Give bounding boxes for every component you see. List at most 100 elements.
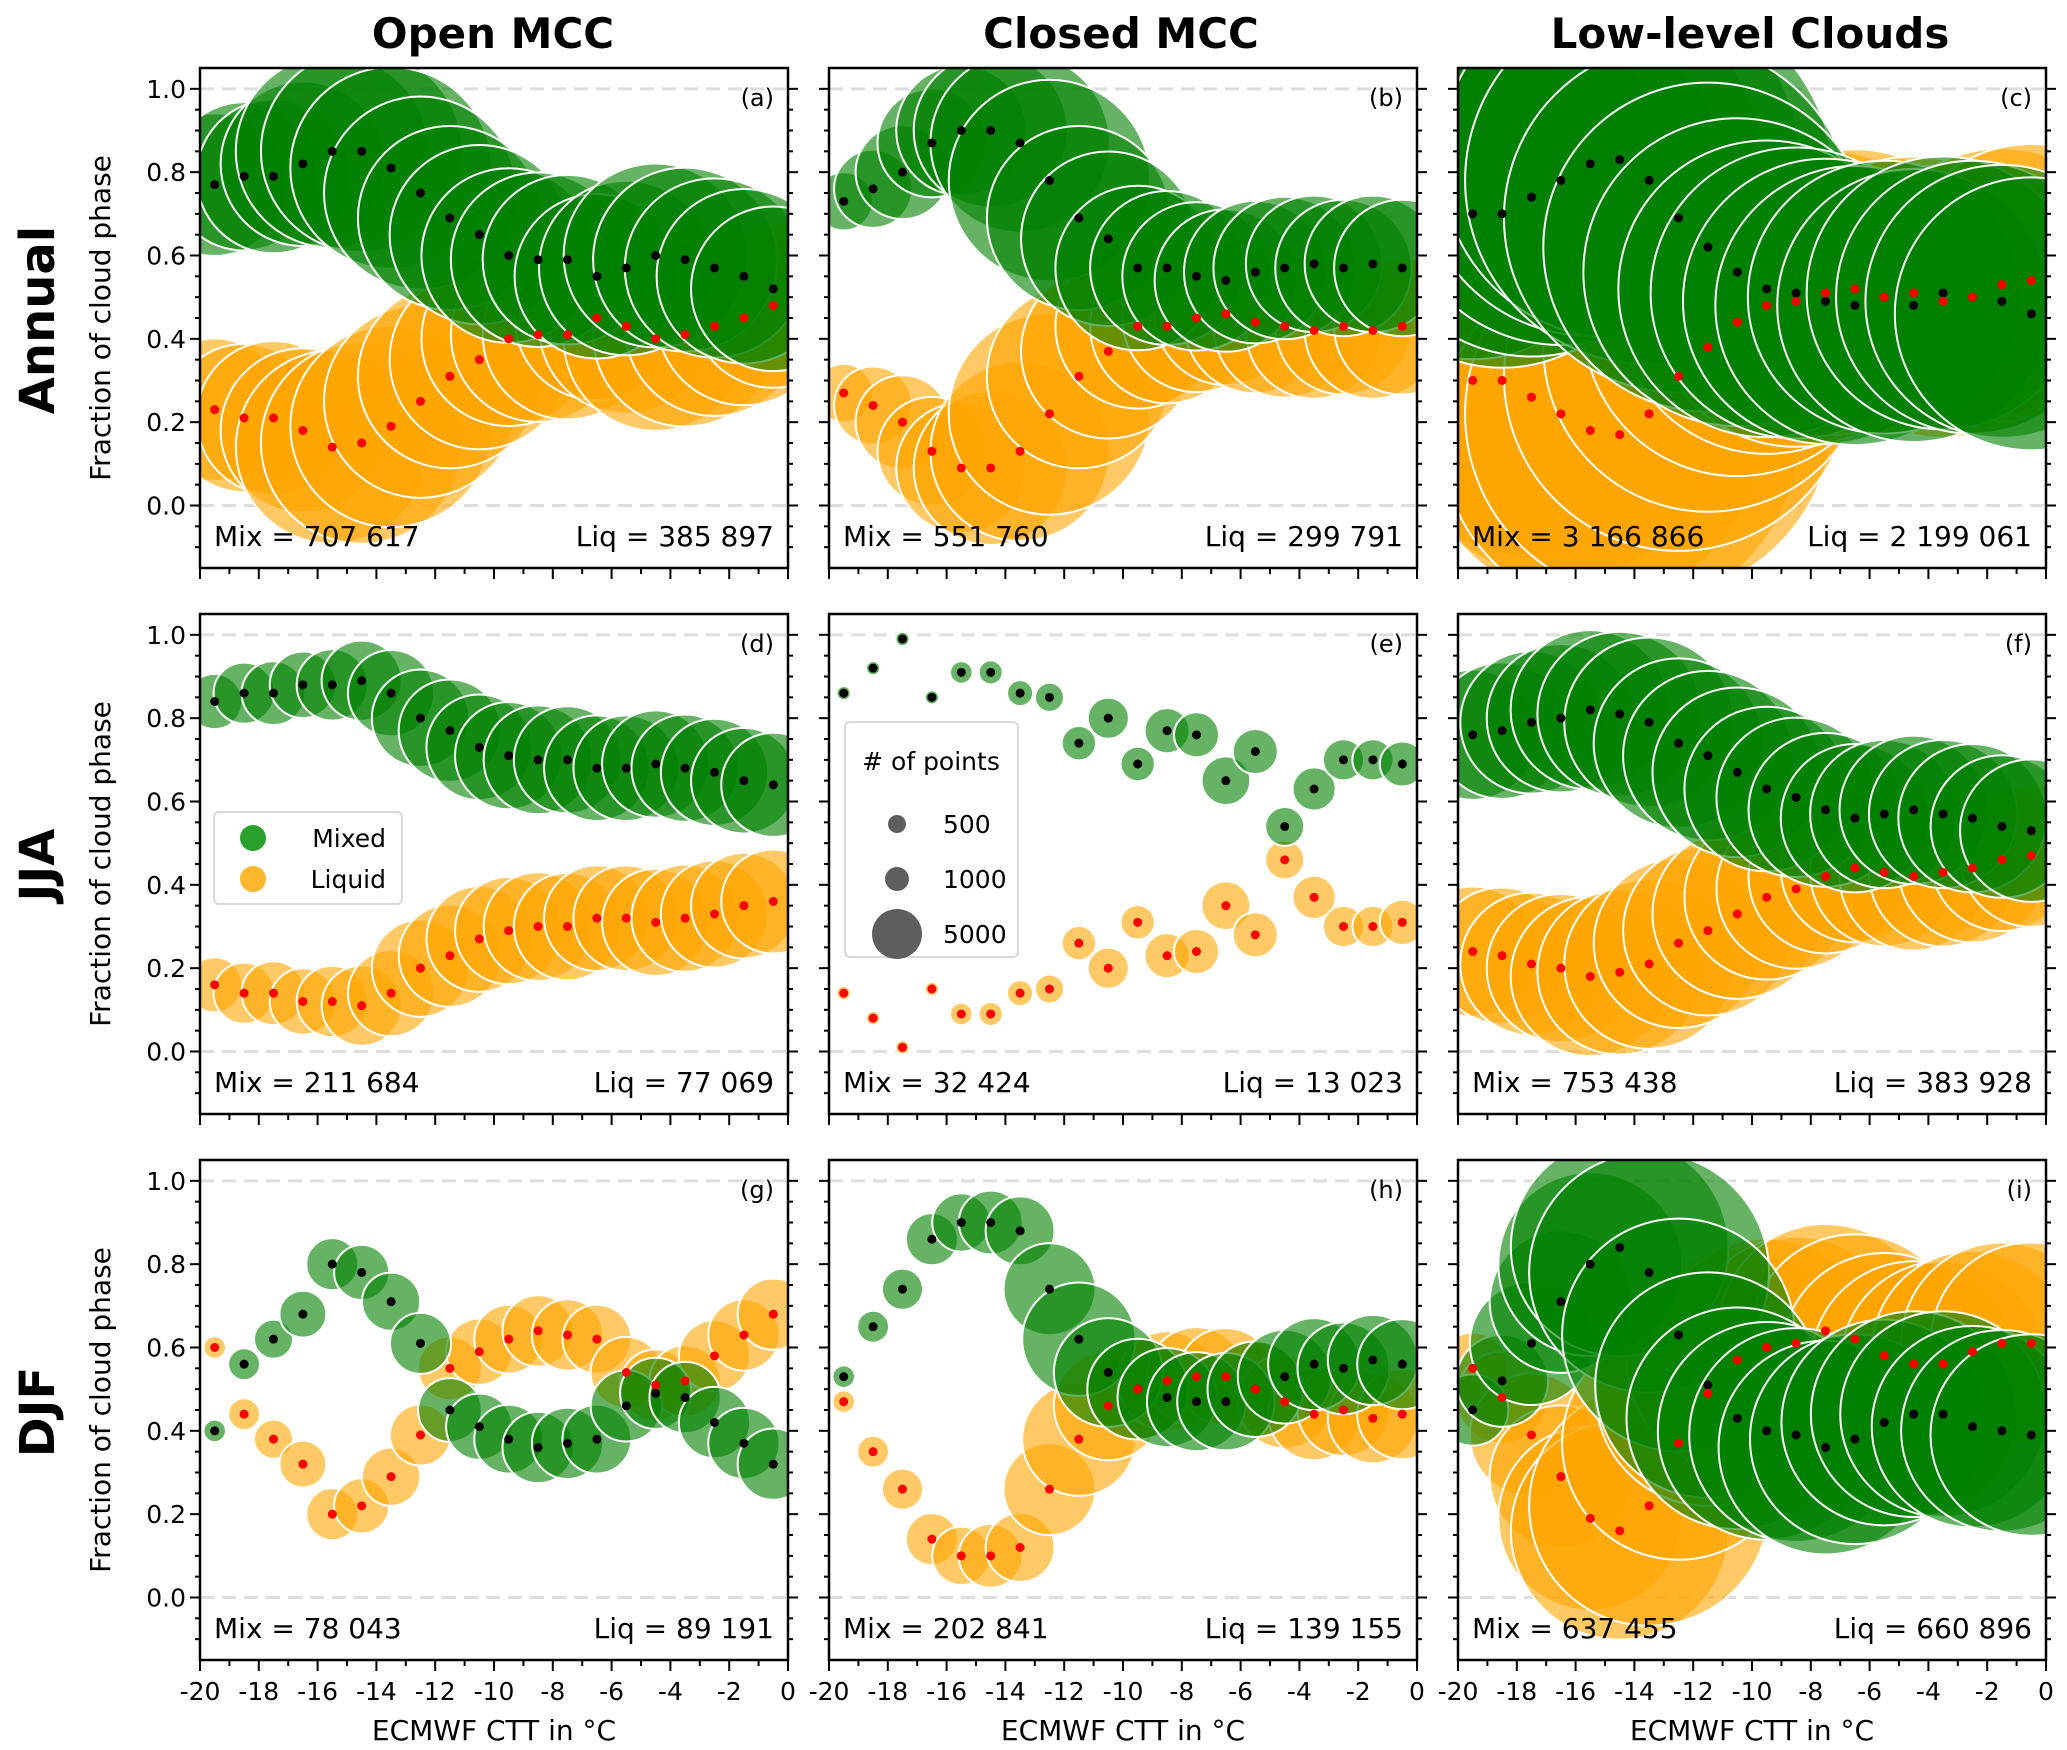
liquid-point (592, 913, 602, 923)
mixed-point (298, 680, 308, 690)
liquid-point (839, 388, 849, 398)
mixed-point (1397, 759, 1407, 769)
liquid-point (239, 988, 249, 998)
mixed-point (1968, 1422, 1977, 1432)
mixed-bubble (1356, 1318, 1417, 1411)
liquid-point (357, 1001, 367, 1011)
liquid-point (1074, 1434, 1084, 1444)
mixed-point (1732, 1413, 1742, 1423)
panel-label: (g) (740, 1176, 774, 1204)
mixed-point (1556, 176, 1566, 185)
legend-label-1000: 1000 (943, 865, 1007, 894)
liquid-point (592, 313, 602, 323)
mixed-point (898, 1284, 907, 1294)
mixed-point (1221, 276, 1231, 285)
liquid-point (621, 321, 631, 331)
x-tick-label: -12 (1044, 1677, 1085, 1706)
bubbles (1458, 68, 2046, 568)
liquid-point (956, 463, 966, 473)
mixed-point (1339, 1363, 1348, 1373)
y-tick-label: 0.8 (146, 1250, 186, 1279)
liquid-count-label: Liq = 299 791 (1205, 520, 1403, 553)
mixed-count-label: Mix = 753 438 (1472, 1066, 1678, 1099)
liquid-point (1527, 392, 1536, 402)
liquid-point (445, 371, 455, 381)
x-tick-label: -2 (717, 1677, 742, 1706)
mixed-point (739, 1438, 749, 1448)
liquid-point (1221, 901, 1231, 911)
liquid-point (386, 1472, 396, 1482)
mixed-point (1791, 1430, 1801, 1440)
liquid-point (1162, 951, 1172, 961)
mixed-point (592, 763, 602, 773)
mixed-point (210, 697, 220, 706)
y-tick-label: 0.0 (146, 1584, 186, 1613)
x-tick-label: -20 (180, 1677, 221, 1706)
mixed-point (868, 184, 878, 194)
mixed-point (386, 1297, 396, 1307)
mixed-point (210, 1426, 220, 1436)
panel-label: (d) (740, 630, 774, 658)
liquid-point (621, 1368, 631, 1377)
liquid-point (1133, 321, 1143, 331)
mixed-point (1074, 738, 1084, 748)
liquid-point (386, 421, 396, 431)
mixed-point (1997, 1426, 2007, 1436)
liquid-point (504, 1334, 514, 1344)
panel-label: (a) (741, 84, 774, 112)
mixed-point (239, 688, 249, 698)
panel-f: (f) Mix = 753 438 Liq = 383 928 (1448, 612, 2056, 1125)
liquid-point (1468, 1363, 1478, 1373)
liquid-point (1309, 326, 1319, 335)
liquid-point (1644, 1501, 1654, 1511)
mixed-point (504, 1434, 514, 1444)
legend-size: # of points 500 1000 5000 (844, 721, 1019, 959)
liquid-point (298, 997, 308, 1006)
liquid-point (986, 463, 996, 473)
bubbles (1458, 1160, 2046, 1641)
liquid-point (1397, 1409, 1407, 1419)
liquid-point (739, 901, 749, 911)
liquid-point (327, 997, 337, 1006)
x-axis-label: ECMWF CTT in °C (1001, 1714, 1245, 1747)
mixed-point (1497, 209, 1507, 219)
liquid-point (898, 1484, 907, 1494)
liquid-point (1045, 1484, 1054, 1494)
liquid-point (1997, 1338, 2007, 1348)
mixed-point (1015, 1226, 1025, 1236)
bubbles (1458, 629, 2046, 1058)
panel-a: 0.0 0.2 0.4 0.6 0.8 1.0 Fraction of cloud phas… (84, 66, 798, 579)
liquid-point (416, 1430, 425, 1440)
liquid-point (1192, 313, 1201, 323)
mixed-bubble (720, 731, 788, 838)
mixed-point (1585, 1259, 1595, 1269)
mixed-count-label: Mix = 551 760 (843, 520, 1049, 553)
mixed-point (1527, 192, 1536, 202)
liquid-count-label: Liq = 385 897 (576, 520, 774, 553)
liquid-point (1938, 296, 1948, 306)
mixed-point (445, 726, 455, 736)
mixed-count-label: Mix = 78 043 (214, 1612, 402, 1645)
row-title-annual: Annual (10, 226, 66, 415)
mixed-point (357, 146, 367, 156)
mixed-point (474, 230, 484, 240)
mixed-point (651, 1388, 661, 1398)
mixed-point (1674, 1330, 1683, 1340)
liquid-point (357, 438, 367, 448)
mixed-point (768, 284, 778, 294)
liquid-point (1762, 1343, 1772, 1352)
liquid-point (1762, 301, 1772, 310)
mixed-point (445, 1405, 455, 1415)
mixed-point (1103, 1368, 1113, 1377)
liquid-point (1850, 284, 1860, 294)
mixed-point (1468, 1405, 1478, 1415)
liquid-point (710, 321, 719, 331)
mixed-point (298, 1309, 308, 1319)
mixed-point (1674, 213, 1683, 223)
liquid-count-label: Liq = 2 199 061 (1807, 520, 2032, 553)
mixed-point (1339, 755, 1348, 765)
liquid-point (533, 1326, 543, 1336)
panel-label: (i) (2007, 1176, 2032, 1204)
y-tick-label: 0.4 (146, 325, 186, 354)
